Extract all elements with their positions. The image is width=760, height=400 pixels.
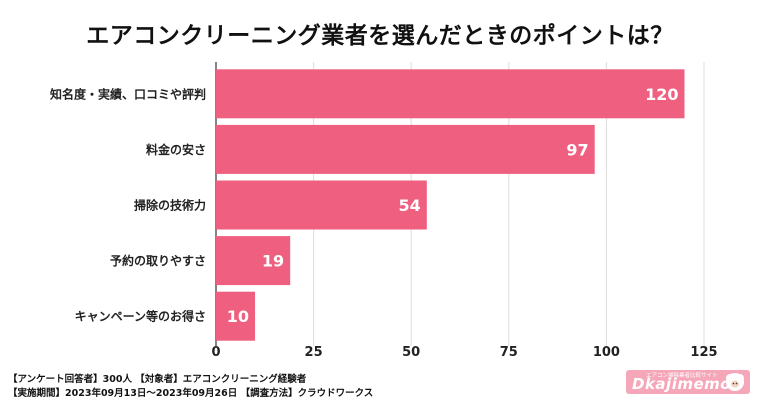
category-label: キャンペーン等のお得さ: [75, 309, 206, 324]
category-label: 知名度・実績、口コミや評判: [49, 86, 206, 101]
value-label: 97: [566, 140, 588, 159]
bar: [216, 180, 427, 230]
bar-chart: 知名度・実績、口コミや評判料金の安さ掃除の技術力予約の取りやすさキャンペーン等の…: [49, 62, 718, 360]
logo-brand: Dkajimemo: [632, 375, 732, 393]
survey-period-note: 【実施期間】2023年09月13日〜2023年09月26日 【調査方法】クラウド…: [8, 388, 374, 399]
bar: [216, 69, 685, 119]
x-tick-label: 0: [211, 345, 220, 360]
x-tick-labels: 0 25 50 75 100 125: [211, 345, 717, 360]
x-tick-label: 75: [500, 345, 518, 360]
category-label: 掃除の技術力: [134, 198, 206, 213]
value-label: 120: [645, 85, 678, 104]
sheep-mascot-icon: [726, 373, 744, 391]
x-tick-label: 50: [402, 345, 420, 360]
chart-title: エアコンクリーニング業者を選んだときのポイントは？: [86, 23, 674, 49]
x-tick-label: 125: [690, 345, 717, 360]
survey-respondents-note: 【アンケート回答者】300人 【対象者】エアコンクリーニング経験者: [8, 374, 307, 385]
bar: [216, 124, 595, 174]
site-logo: エアコン掃除業者比較サイト Dkajimemo: [626, 370, 750, 394]
bars: [216, 69, 685, 341]
x-tick-label: 100: [593, 345, 620, 360]
logo-tagline: エアコン掃除業者比較サイト: [646, 373, 718, 379]
category-label: 予約の取りやすさ: [110, 253, 206, 268]
bar: [216, 236, 291, 286]
category-label: 料金の安さ: [146, 142, 206, 157]
value-label: 10: [227, 307, 249, 326]
bar: [216, 291, 256, 341]
category-labels: 知名度・実績、口コミや評判料金の安さ掃除の技術力予約の取りやすさキャンペーン等の…: [49, 86, 206, 323]
value-labels: 120 97 54 19 10: [227, 85, 679, 326]
x-tick-label: 25: [305, 345, 323, 360]
value-label: 19: [262, 252, 284, 271]
value-label: 54: [399, 196, 421, 215]
